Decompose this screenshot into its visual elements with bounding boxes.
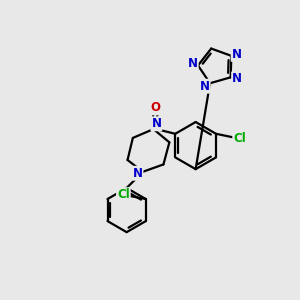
Text: O: O xyxy=(151,101,160,114)
Text: N: N xyxy=(152,117,161,130)
Text: Cl: Cl xyxy=(233,132,246,145)
Text: N: N xyxy=(133,167,142,180)
Text: N: N xyxy=(232,72,242,85)
Text: Cl: Cl xyxy=(117,188,130,201)
Text: N: N xyxy=(200,80,210,93)
Text: N: N xyxy=(188,58,198,70)
Text: N: N xyxy=(232,48,242,61)
